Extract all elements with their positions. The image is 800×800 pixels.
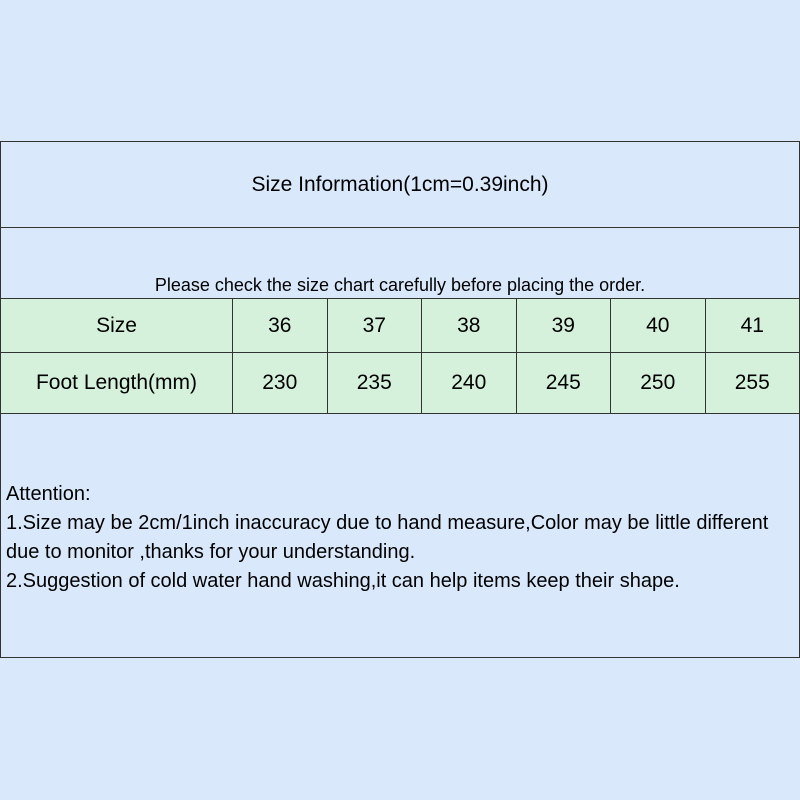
attention-heading: Attention: <box>6 483 91 505</box>
table-cell: 235 <box>326 352 422 414</box>
size-info-title: Size Information(1cm=0.39inch) <box>0 141 800 228</box>
table-cell: 240 <box>421 352 517 414</box>
table-cell: 41 <box>704 298 800 353</box>
notice-text: Please check the size chart carefully be… <box>154 275 646 295</box>
table-row: Size 36 37 38 39 40 41 <box>0 298 800 353</box>
table-cell: 40 <box>610 298 706 353</box>
attention-section: Attention: 1.Size may be 2cm/1inch inacc… <box>0 413 800 658</box>
attention-line: 1.Size may be 2cm/1inch inaccuracy due t… <box>6 512 769 563</box>
table-cell: 250 <box>610 352 706 414</box>
notice-row: Please check the size chart carefully be… <box>0 227 800 299</box>
table-cell: 255 <box>704 352 800 414</box>
table-cell: 37 <box>326 298 422 353</box>
table-cell: 245 <box>515 352 611 414</box>
table-cell: 36 <box>232 298 328 353</box>
title-text: Size Information(1cm=0.39inch) <box>251 172 549 196</box>
table-cell: 39 <box>515 298 611 353</box>
attention-line: 2.Suggestion of cold water hand washing,… <box>6 570 680 592</box>
table-cell: 38 <box>421 298 517 353</box>
row-header: Foot Length(mm) <box>0 352 233 414</box>
size-table: Size 36 37 38 39 40 41 Foot Length(mm) 2… <box>0 298 800 414</box>
row-header: Size <box>0 298 233 353</box>
table-row: Foot Length(mm) 230 235 240 245 250 255 <box>0 352 800 414</box>
table-cell: 230 <box>232 352 328 414</box>
